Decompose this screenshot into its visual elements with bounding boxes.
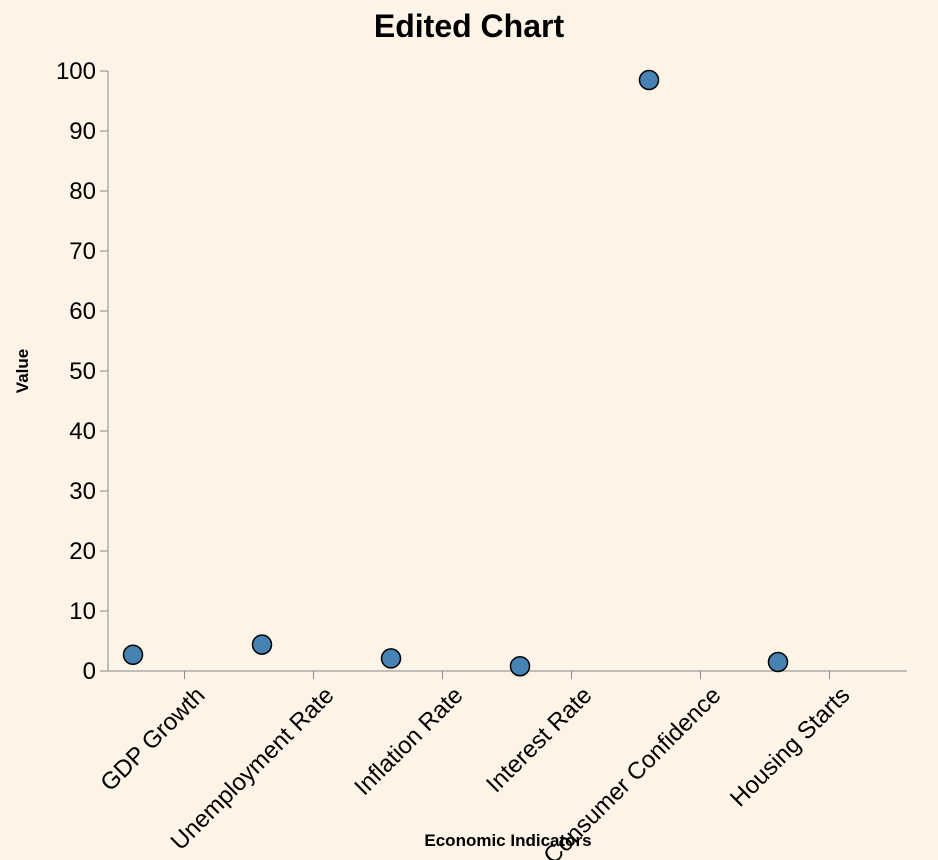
y-axis: 0 10 20 30 40 50 60 70 80 90 100	[56, 58, 109, 685]
data-point[interactable]	[251, 634, 273, 655]
x-tick-label: Inflation Rate	[349, 682, 468, 801]
y-tick-label: 80	[69, 178, 96, 205]
chart-title: Edited Chart	[374, 8, 565, 44]
y-tick-label: 0	[83, 658, 96, 685]
y-tick-label: 20	[69, 538, 96, 565]
y-tick-label: 30	[69, 478, 96, 505]
y-tick-label: 40	[69, 418, 96, 445]
data-point[interactable]	[638, 69, 660, 91]
data-point[interactable]	[122, 644, 144, 666]
y-tick-label: 70	[69, 238, 96, 265]
y-tick-label: 90	[69, 118, 96, 145]
y-tick-label: 100	[56, 58, 96, 85]
data-points	[122, 69, 789, 677]
x-tick-label: Housing Starts	[725, 682, 855, 812]
y-axis-title: Value	[13, 349, 32, 393]
x-axis-title: Economic Indicators	[424, 831, 591, 850]
x-tick-label: GDP Growth	[95, 682, 210, 797]
x-tick-label: Interest Rate	[481, 682, 597, 798]
data-point[interactable]	[509, 655, 531, 677]
y-tick-label: 60	[69, 298, 96, 325]
data-point[interactable]	[380, 648, 402, 669]
data-point[interactable]	[767, 651, 789, 673]
y-tick-label: 10	[69, 598, 96, 625]
y-tick-label: 50	[69, 358, 96, 385]
